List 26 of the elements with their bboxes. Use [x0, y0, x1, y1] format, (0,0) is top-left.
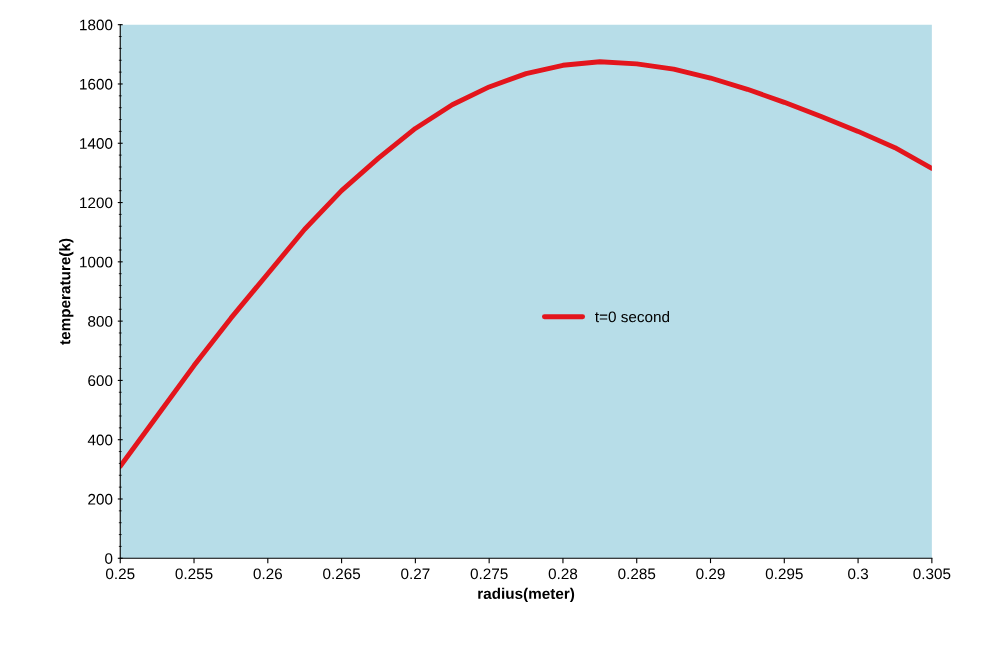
x-tick-label: 0.25: [105, 568, 135, 580]
y-tick-label: 1200: [80, 197, 113, 209]
x-tick-label: 0.27: [401, 568, 430, 580]
y-tick-label: 800: [88, 315, 113, 327]
x-tick-label: 0.285: [618, 568, 656, 580]
x-tick-label: 0.265: [323, 568, 361, 580]
x-tick-label: 0.295: [765, 568, 803, 580]
line-series: [120, 59, 932, 469]
y-tick-label: 1800: [80, 19, 113, 31]
x-tick-label: 0.275: [470, 568, 508, 580]
y-tick-label: 400: [87, 434, 113, 446]
y-tick-label: 600: [88, 375, 113, 387]
y-tick-label: 200: [88, 493, 113, 505]
y-tick-label: 1000: [80, 256, 113, 268]
y-tick-label: 0: [105, 553, 113, 564]
x-tick-label: 0.305: [913, 568, 951, 580]
x-tick-label: 0.29: [696, 568, 725, 580]
y-axis-title: temperature(k): [59, 238, 74, 345]
y-tick-label: 1600: [80, 78, 113, 90]
x-tick-label: 0.255: [175, 568, 213, 580]
y-tick-label: 1400: [80, 138, 113, 149]
x-tick-label: 0.26: [253, 568, 282, 580]
x-tick-label: 0.3: [848, 568, 869, 580]
x-axis-title: radius(meter): [478, 587, 575, 603]
x-tick-label: 0.28: [548, 568, 578, 580]
legend-label: t=0 second: [595, 311, 670, 323]
